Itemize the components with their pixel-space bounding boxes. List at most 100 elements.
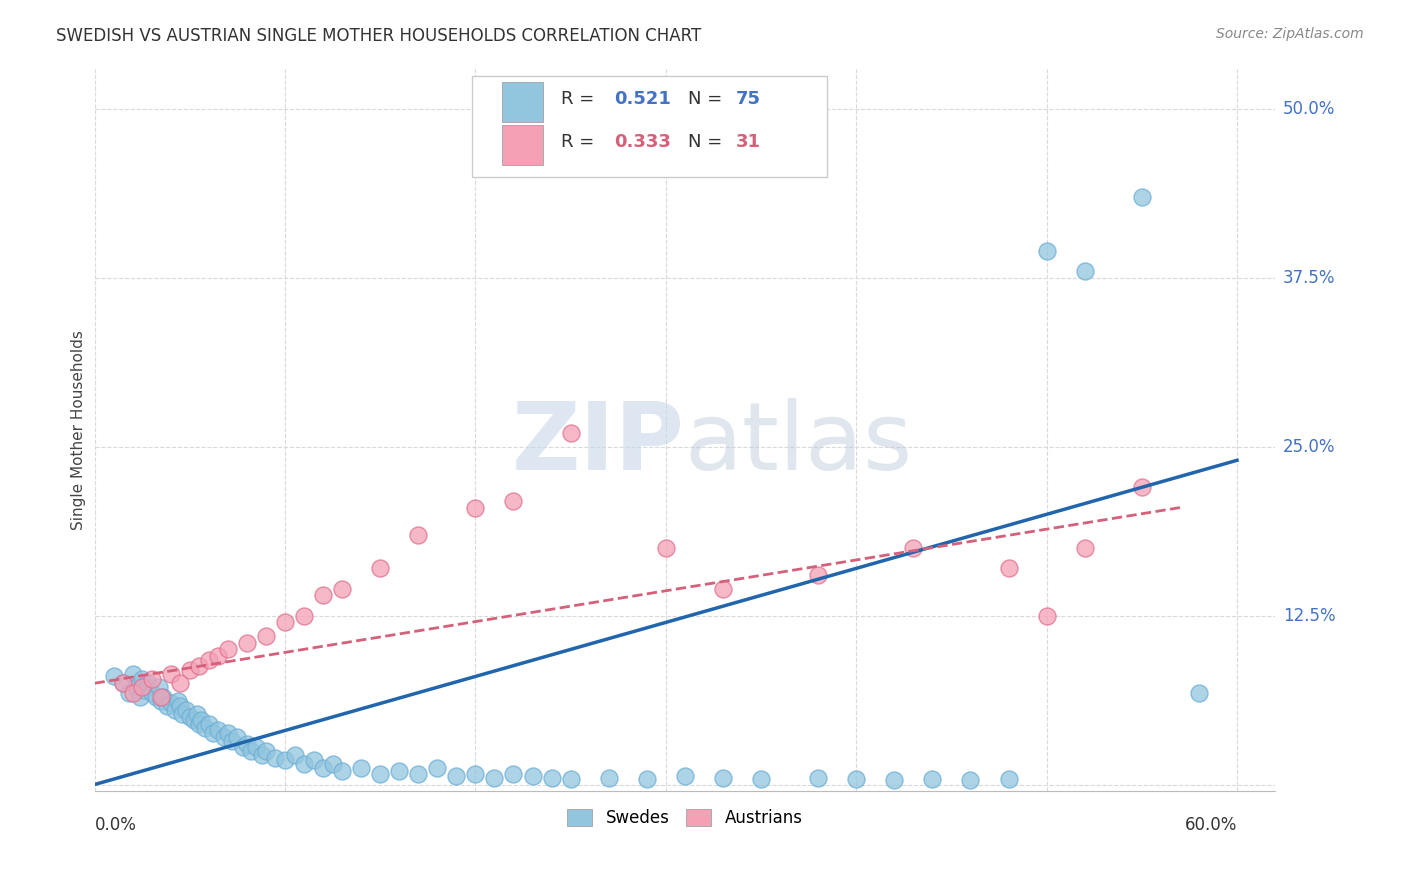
Text: 50.0%: 50.0% bbox=[1282, 100, 1336, 118]
Point bbox=[292, 757, 315, 772]
Point bbox=[807, 771, 830, 785]
Point bbox=[245, 739, 267, 754]
Y-axis label: Single Mother Households: Single Mother Households bbox=[72, 330, 86, 530]
Point bbox=[232, 739, 254, 754]
Point bbox=[212, 731, 235, 745]
Point bbox=[179, 710, 201, 724]
Point bbox=[194, 721, 217, 735]
Point bbox=[406, 527, 429, 541]
Point bbox=[598, 771, 620, 785]
Point bbox=[112, 676, 135, 690]
Point bbox=[330, 764, 353, 778]
Point bbox=[103, 669, 125, 683]
Point bbox=[749, 772, 772, 786]
Text: 0.521: 0.521 bbox=[614, 89, 671, 108]
Point bbox=[673, 769, 696, 783]
Point bbox=[1188, 686, 1211, 700]
Point bbox=[236, 635, 259, 649]
Point bbox=[302, 753, 325, 767]
Text: R =: R = bbox=[561, 133, 600, 151]
Point bbox=[150, 694, 173, 708]
Point bbox=[264, 750, 287, 764]
Point bbox=[274, 615, 297, 630]
Point bbox=[163, 703, 186, 717]
Point bbox=[159, 697, 181, 711]
Point bbox=[188, 658, 211, 673]
Text: 0.333: 0.333 bbox=[614, 133, 671, 151]
Point bbox=[560, 426, 582, 441]
Point bbox=[141, 686, 163, 700]
Point bbox=[183, 713, 205, 727]
Point bbox=[136, 676, 159, 690]
Point bbox=[186, 707, 208, 722]
Point bbox=[312, 761, 335, 775]
Point bbox=[292, 608, 315, 623]
Text: SWEDISH VS AUSTRIAN SINGLE MOTHER HOUSEHOLDS CORRELATION CHART: SWEDISH VS AUSTRIAN SINGLE MOTHER HOUSEH… bbox=[56, 27, 702, 45]
Point bbox=[274, 753, 297, 767]
Point bbox=[179, 663, 201, 677]
Point bbox=[112, 676, 135, 690]
Point bbox=[807, 568, 830, 582]
Point bbox=[283, 747, 305, 762]
Text: 25.0%: 25.0% bbox=[1282, 438, 1336, 456]
Point bbox=[169, 676, 191, 690]
Point bbox=[502, 766, 524, 780]
Point bbox=[132, 683, 155, 698]
Point bbox=[150, 690, 173, 704]
Point bbox=[368, 766, 391, 780]
Point bbox=[131, 672, 153, 686]
Point bbox=[368, 561, 391, 575]
Point bbox=[169, 699, 191, 714]
Point bbox=[921, 772, 943, 786]
Point bbox=[239, 744, 262, 758]
Point bbox=[406, 766, 429, 780]
Point bbox=[125, 680, 148, 694]
Point bbox=[159, 666, 181, 681]
Point bbox=[226, 731, 249, 745]
Text: N =: N = bbox=[689, 89, 728, 108]
Point bbox=[172, 707, 194, 722]
Text: 75: 75 bbox=[735, 89, 761, 108]
Point bbox=[350, 761, 373, 775]
Point bbox=[167, 694, 190, 708]
Point bbox=[464, 766, 486, 780]
Text: ZIP: ZIP bbox=[512, 399, 685, 491]
Point bbox=[141, 672, 163, 686]
Point bbox=[118, 686, 141, 700]
Point bbox=[198, 716, 221, 731]
Point bbox=[1073, 541, 1095, 555]
Point bbox=[484, 771, 506, 785]
Text: 60.0%: 60.0% bbox=[1185, 815, 1237, 834]
Point bbox=[502, 493, 524, 508]
Point bbox=[1035, 608, 1057, 623]
Point bbox=[959, 773, 981, 788]
Point bbox=[121, 686, 143, 700]
Point bbox=[655, 541, 678, 555]
Point bbox=[201, 726, 224, 740]
Point bbox=[254, 744, 277, 758]
Point bbox=[388, 764, 411, 778]
Point bbox=[217, 726, 239, 740]
Point bbox=[121, 666, 143, 681]
Point bbox=[250, 747, 273, 762]
Text: 31: 31 bbox=[735, 133, 761, 151]
Point bbox=[1130, 190, 1153, 204]
Point bbox=[312, 588, 335, 602]
Point bbox=[845, 772, 868, 786]
Point bbox=[522, 769, 544, 783]
Point bbox=[426, 761, 449, 775]
Point bbox=[207, 723, 229, 738]
Point bbox=[540, 771, 562, 785]
Point bbox=[198, 653, 221, 667]
Point bbox=[131, 680, 153, 694]
Point bbox=[636, 772, 658, 786]
Point bbox=[174, 703, 197, 717]
Point bbox=[156, 699, 179, 714]
FancyBboxPatch shape bbox=[502, 82, 543, 121]
Point bbox=[129, 690, 152, 704]
Text: R =: R = bbox=[561, 89, 600, 108]
Point bbox=[560, 772, 582, 786]
Text: atlas: atlas bbox=[685, 399, 912, 491]
Point bbox=[152, 690, 174, 704]
Point bbox=[190, 713, 212, 727]
